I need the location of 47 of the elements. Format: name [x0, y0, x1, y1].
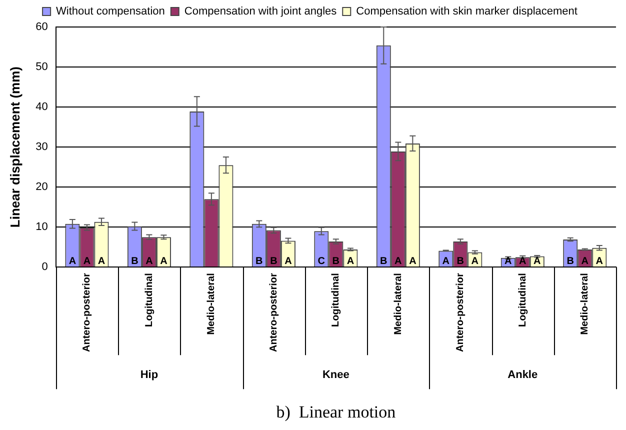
y-axis-title: Linear displacement (mm)	[7, 66, 22, 228]
x-tick-label: Medio-lateral	[580, 272, 591, 335]
text: Knee	[322, 369, 350, 382]
data-label: B	[380, 256, 388, 267]
y-tick-label: 60	[36, 21, 48, 34]
data-label: B	[456, 256, 464, 267]
data-label: A	[346, 256, 354, 267]
data-label: A	[160, 256, 168, 267]
data-label: B	[270, 256, 278, 267]
data-label: A	[83, 256, 91, 267]
x-tick-label: Logitudinal	[330, 272, 342, 327]
x-tick-label: Logitudinal	[144, 272, 155, 327]
data-label: B	[332, 256, 340, 267]
data-label: A	[534, 256, 541, 267]
text: Ankle	[508, 369, 538, 382]
text: Hip	[140, 369, 158, 382]
text: b) Linear motion	[276, 402, 396, 422]
data-label: A	[146, 256, 153, 267]
legend-label: Compensation with joint angles	[184, 6, 338, 18]
data-label: C	[318, 256, 326, 267]
data-label: A	[519, 256, 526, 267]
data-label: A	[471, 256, 479, 267]
x-tick-label: Medio-lateral	[392, 272, 404, 335]
x-tick-label: Antero-posterior	[455, 273, 466, 352]
data-label: A	[442, 256, 450, 267]
x-tick-label: Medio-lateral	[206, 272, 218, 335]
data-label: A	[394, 256, 402, 267]
y-tick-label: 10	[36, 221, 48, 234]
x-tick-label: Antero-posterior	[268, 273, 280, 352]
y-tick-label: 40	[36, 101, 48, 114]
data-label: B	[256, 256, 263, 267]
data-label: A	[68, 256, 76, 267]
data-label: B	[131, 256, 138, 267]
y-tick-label: 20	[36, 181, 48, 194]
x-tick-label: Antero-posterior	[82, 273, 93, 352]
legend-label: Without compensation	[56, 6, 165, 18]
data-label: A	[284, 256, 292, 267]
legend-label: Compensation with skin marker displacement	[356, 6, 578, 18]
data-label: A	[596, 256, 604, 267]
data-label: A	[409, 256, 416, 267]
y-tick-label: 0	[42, 261, 48, 274]
data-label: A	[581, 256, 588, 267]
data-label: A	[98, 256, 106, 267]
y-tick-label: 30	[36, 141, 48, 154]
data-label: B	[566, 256, 574, 267]
x-tick-label: Logitudinal	[517, 272, 528, 327]
y-tick-label: 50	[36, 61, 48, 74]
